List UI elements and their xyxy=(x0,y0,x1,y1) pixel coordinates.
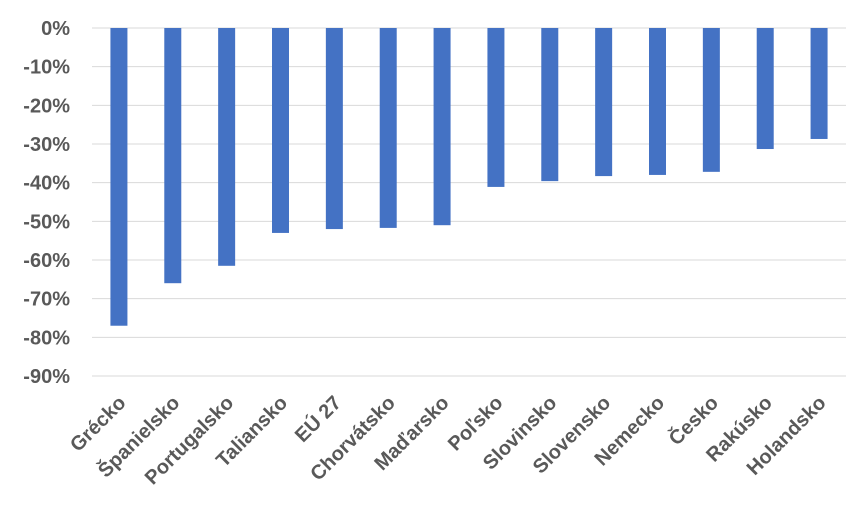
bar xyxy=(541,28,559,182)
y-tick-label: -70% xyxy=(23,289,70,311)
bar xyxy=(649,28,666,175)
y-tick-label: -90% xyxy=(23,366,70,388)
y-tick-label: -80% xyxy=(23,327,70,349)
y-tick-label: -30% xyxy=(23,134,70,156)
bar xyxy=(379,28,397,228)
bar xyxy=(810,28,828,139)
bar xyxy=(325,28,343,230)
y-tick-label: -20% xyxy=(23,95,70,117)
y-tick-label: -40% xyxy=(23,173,70,195)
bar xyxy=(702,28,720,172)
y-tick-label: -50% xyxy=(23,211,70,233)
y-tick-label: -10% xyxy=(23,57,70,79)
y-tick-label: 0% xyxy=(41,18,70,40)
bar xyxy=(164,28,182,284)
bar xyxy=(272,28,289,233)
bar xyxy=(487,28,505,187)
bar xyxy=(433,28,451,226)
bar xyxy=(218,28,236,266)
bar xyxy=(595,28,613,177)
y-tick-label: -60% xyxy=(23,250,70,272)
bar xyxy=(756,28,774,150)
bar xyxy=(110,28,128,326)
